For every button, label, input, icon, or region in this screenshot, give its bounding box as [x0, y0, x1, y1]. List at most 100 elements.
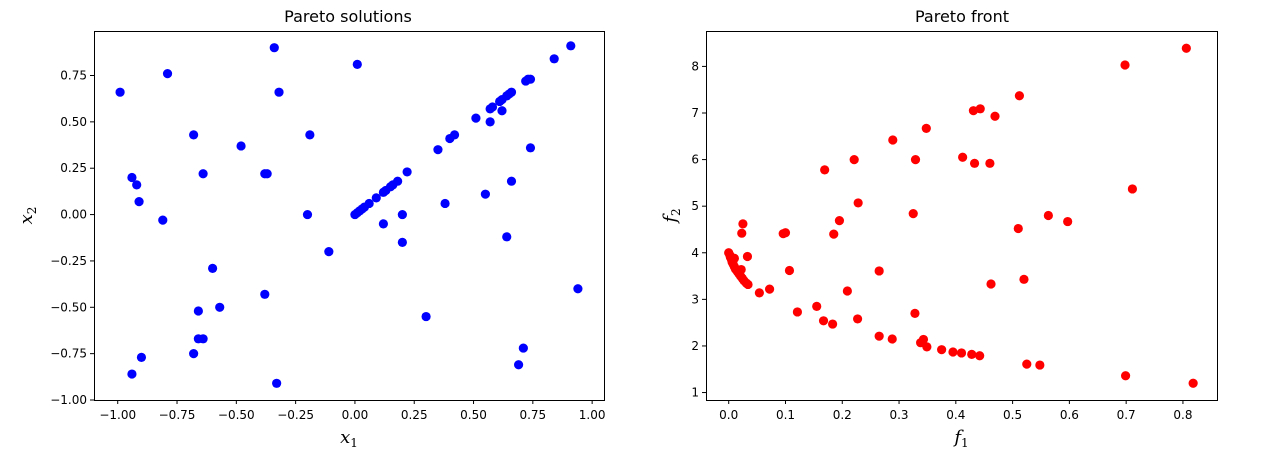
right-x-tick-label: 0.5 — [1003, 408, 1022, 422]
left-data-point — [215, 302, 225, 312]
left-y-tick-label: −0.50 — [50, 300, 87, 314]
left-data-point — [378, 219, 388, 229]
right-data-point — [764, 284, 775, 294]
right-data-point — [1035, 360, 1045, 370]
left-data-point — [262, 169, 272, 179]
left-data-point — [471, 113, 481, 123]
left-y-tick-label: 0.00 — [60, 208, 87, 222]
right-data-point — [888, 135, 898, 145]
left-data-point — [324, 247, 334, 257]
right-data-point — [1043, 210, 1053, 221]
left-data-point — [272, 378, 282, 388]
left-data-point — [371, 193, 381, 203]
left-data-point — [506, 87, 517, 97]
left-data-point — [518, 343, 528, 353]
right-data-point — [975, 104, 985, 114]
right-data-point — [754, 288, 764, 298]
left-x-tick-label: 1.00 — [579, 408, 606, 422]
left-x-tick-label: 0.00 — [342, 408, 369, 422]
left-y-tick-label: 0.50 — [60, 115, 87, 129]
left-data-point — [260, 289, 270, 299]
right-y-tick-label: 7 — [691, 106, 699, 120]
left-y-axis-label: x2 — [16, 207, 39, 225]
right-x-tick-label: 0.1 — [776, 408, 795, 422]
left-data-point — [162, 69, 173, 79]
left-data-point — [485, 117, 495, 127]
left-data-point — [269, 43, 279, 53]
left-x-tick-label: −0.50 — [218, 408, 255, 422]
right-data-point — [975, 351, 985, 361]
left-data-point — [352, 59, 362, 69]
right-data-point — [910, 308, 920, 318]
right-data-point — [792, 307, 803, 317]
right-data-point — [874, 266, 884, 276]
left-y-tick-label: −0.75 — [50, 347, 87, 361]
left-data-point — [132, 180, 142, 190]
right-data-point — [853, 198, 863, 208]
left-data-point — [189, 130, 199, 140]
left-data-point — [397, 209, 407, 220]
left-data-point — [440, 198, 450, 209]
right-data-point — [1127, 184, 1137, 194]
right-x-tick-label: 0.6 — [1060, 408, 1079, 422]
left-data-point — [115, 87, 125, 97]
right-data-point — [1188, 378, 1198, 388]
right-data-point — [736, 264, 746, 275]
left-x-tick-label: −0.25 — [277, 408, 314, 422]
left-data-point — [525, 74, 536, 84]
left-data-point — [364, 198, 374, 209]
left-y-tick-label: −0.25 — [50, 254, 87, 268]
right-data-point — [729, 253, 739, 263]
right-data-point — [887, 334, 897, 344]
right-data-point — [967, 349, 977, 359]
right-x-tick-label: 0.2 — [833, 408, 852, 422]
left-chart: Pareto solutions −1.00 −0.75 −0.50 −0.25 0.0… — [16, 7, 605, 450]
left-data-point — [198, 334, 208, 344]
left-data-point — [136, 352, 147, 362]
right-data-point — [780, 228, 791, 238]
right-data-point — [918, 334, 929, 345]
right-data-point — [937, 345, 947, 355]
right-data-point — [948, 347, 958, 357]
right-data-point — [1022, 359, 1032, 369]
right-axes-frame — [706, 31, 1218, 401]
left-data-point — [502, 232, 512, 242]
left-data-point — [549, 54, 559, 64]
left-y-tick-label: 0.25 — [60, 161, 87, 175]
left-chart-title: Pareto solutions — [284, 7, 412, 26]
left-data-point — [573, 284, 583, 294]
right-data-point — [842, 286, 852, 296]
right-data-point — [922, 342, 932, 352]
right-data-point — [1014, 91, 1025, 101]
left-data-point — [134, 196, 144, 207]
right-data-point — [1063, 216, 1073, 227]
left-data-point — [421, 311, 431, 322]
left-data-point — [480, 189, 490, 199]
right-data-point — [910, 154, 921, 165]
right-y-tick-label: 3 — [691, 292, 699, 306]
left-data-point — [497, 106, 507, 116]
right-data-point — [834, 216, 845, 226]
left-x-tick-label: 0.75 — [519, 408, 546, 422]
right-data-point — [784, 265, 795, 276]
left-data-point — [193, 306, 203, 316]
right-data-point — [1013, 223, 1023, 234]
right-data-point — [828, 319, 838, 329]
left-y-tick-label: 0.75 — [60, 69, 87, 83]
left-data-point — [566, 41, 576, 51]
right-y-tick-label: 6 — [691, 153, 699, 167]
left-data-point — [487, 102, 498, 112]
right-data-points — [724, 43, 1198, 388]
left-data-point — [402, 167, 412, 177]
right-y-tick-label: 1 — [691, 386, 699, 400]
right-y-tick-label: 2 — [691, 339, 699, 353]
right-chart-title: Pareto front — [915, 7, 1009, 26]
right-data-point — [738, 219, 748, 229]
left-y-tick-label: −1.00 — [50, 393, 87, 407]
right-data-point — [737, 228, 747, 238]
right-data-point — [829, 229, 839, 239]
left-x-tick-label: −1.00 — [99, 408, 136, 422]
left-data-point — [393, 176, 403, 186]
